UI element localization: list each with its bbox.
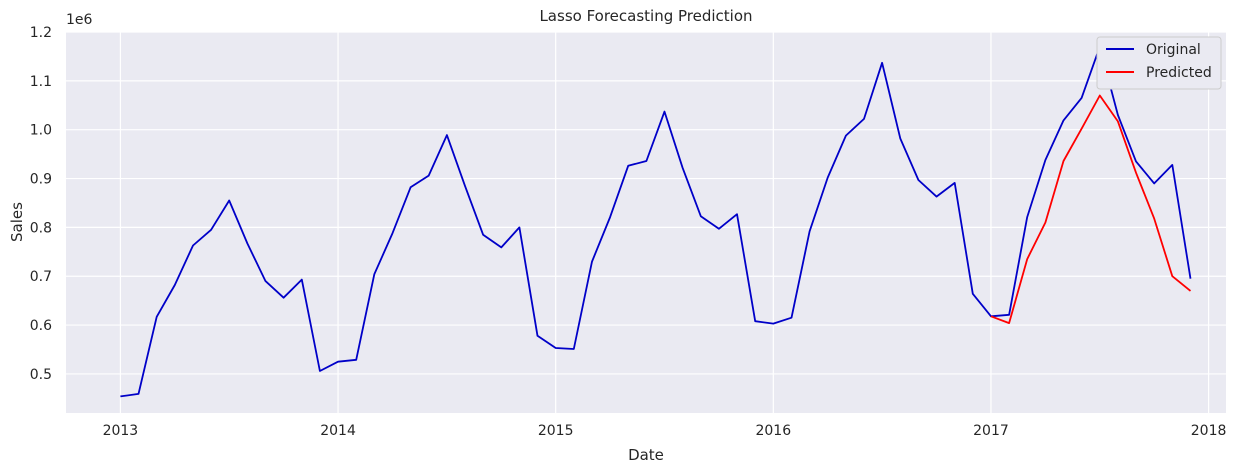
x-axis-label: Date bbox=[628, 446, 664, 464]
x-tick-label: 2018 bbox=[1191, 423, 1227, 439]
y-tick-label: 1.0 bbox=[30, 123, 52, 139]
chart-title: Lasso Forecasting Prediction bbox=[539, 7, 752, 25]
legend: Original Predicted bbox=[1096, 36, 1222, 90]
legend-label-original: Original bbox=[1146, 42, 1201, 58]
series-lines bbox=[120, 45, 1192, 398]
x-tick-label: 2014 bbox=[320, 423, 356, 439]
y-tick-labels: 0.5 0.6 0.7 0.8 0.9 1.0 1.1 1.2 bbox=[30, 25, 52, 383]
y-tick-label: 1.2 bbox=[30, 25, 52, 41]
y-tick-label: 0.9 bbox=[30, 172, 52, 188]
x-tick-labels: 2013 2014 2015 2016 2017 2018 bbox=[103, 423, 1227, 439]
y-tick-label: 0.8 bbox=[30, 220, 52, 236]
x-tick-label: 2016 bbox=[755, 423, 791, 439]
series-line-predicted bbox=[990, 94, 1192, 325]
series-line-original bbox=[120, 45, 1192, 398]
x-tick-label: 2017 bbox=[973, 423, 1009, 439]
y-scale-offset-label: 1e6 bbox=[66, 12, 93, 28]
y-tick-label: 0.6 bbox=[30, 318, 52, 334]
x-tick-label: 2015 bbox=[538, 423, 574, 439]
y-tick-label: 0.5 bbox=[30, 367, 52, 383]
y-tick-label: 1.1 bbox=[30, 74, 52, 90]
y-axis-label: Sales bbox=[8, 202, 26, 242]
y-tick-label: 0.7 bbox=[30, 269, 52, 285]
x-tick-label: 2013 bbox=[103, 423, 139, 439]
plot-background bbox=[66, 32, 1226, 413]
grid-lines bbox=[66, 31, 1226, 413]
legend-label-predicted: Predicted bbox=[1146, 65, 1212, 81]
